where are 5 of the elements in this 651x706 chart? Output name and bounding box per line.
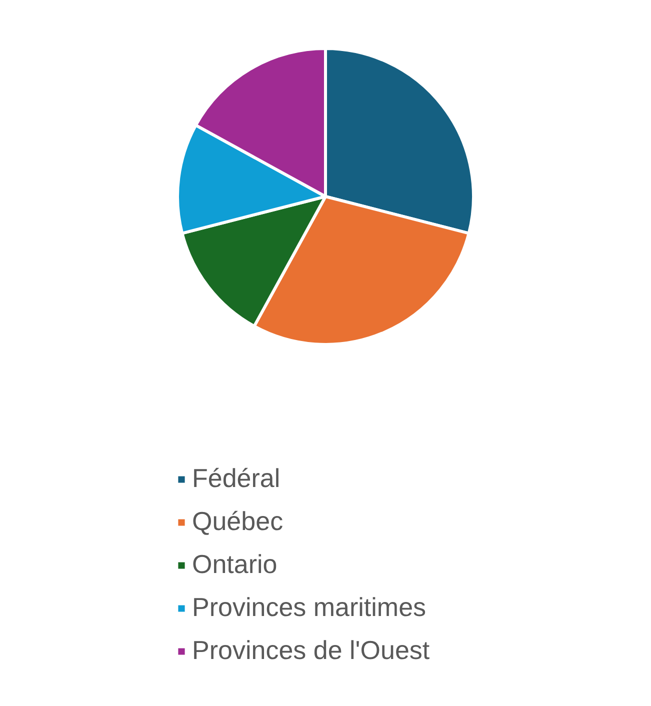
legend-label: Ontario <box>192 549 278 580</box>
legend-label: Provinces de l'Ouest <box>192 635 430 666</box>
legend-label: Fédéral <box>192 463 280 494</box>
legend-label: Québec <box>192 506 284 537</box>
legend-label: Provinces maritimes <box>192 592 426 623</box>
